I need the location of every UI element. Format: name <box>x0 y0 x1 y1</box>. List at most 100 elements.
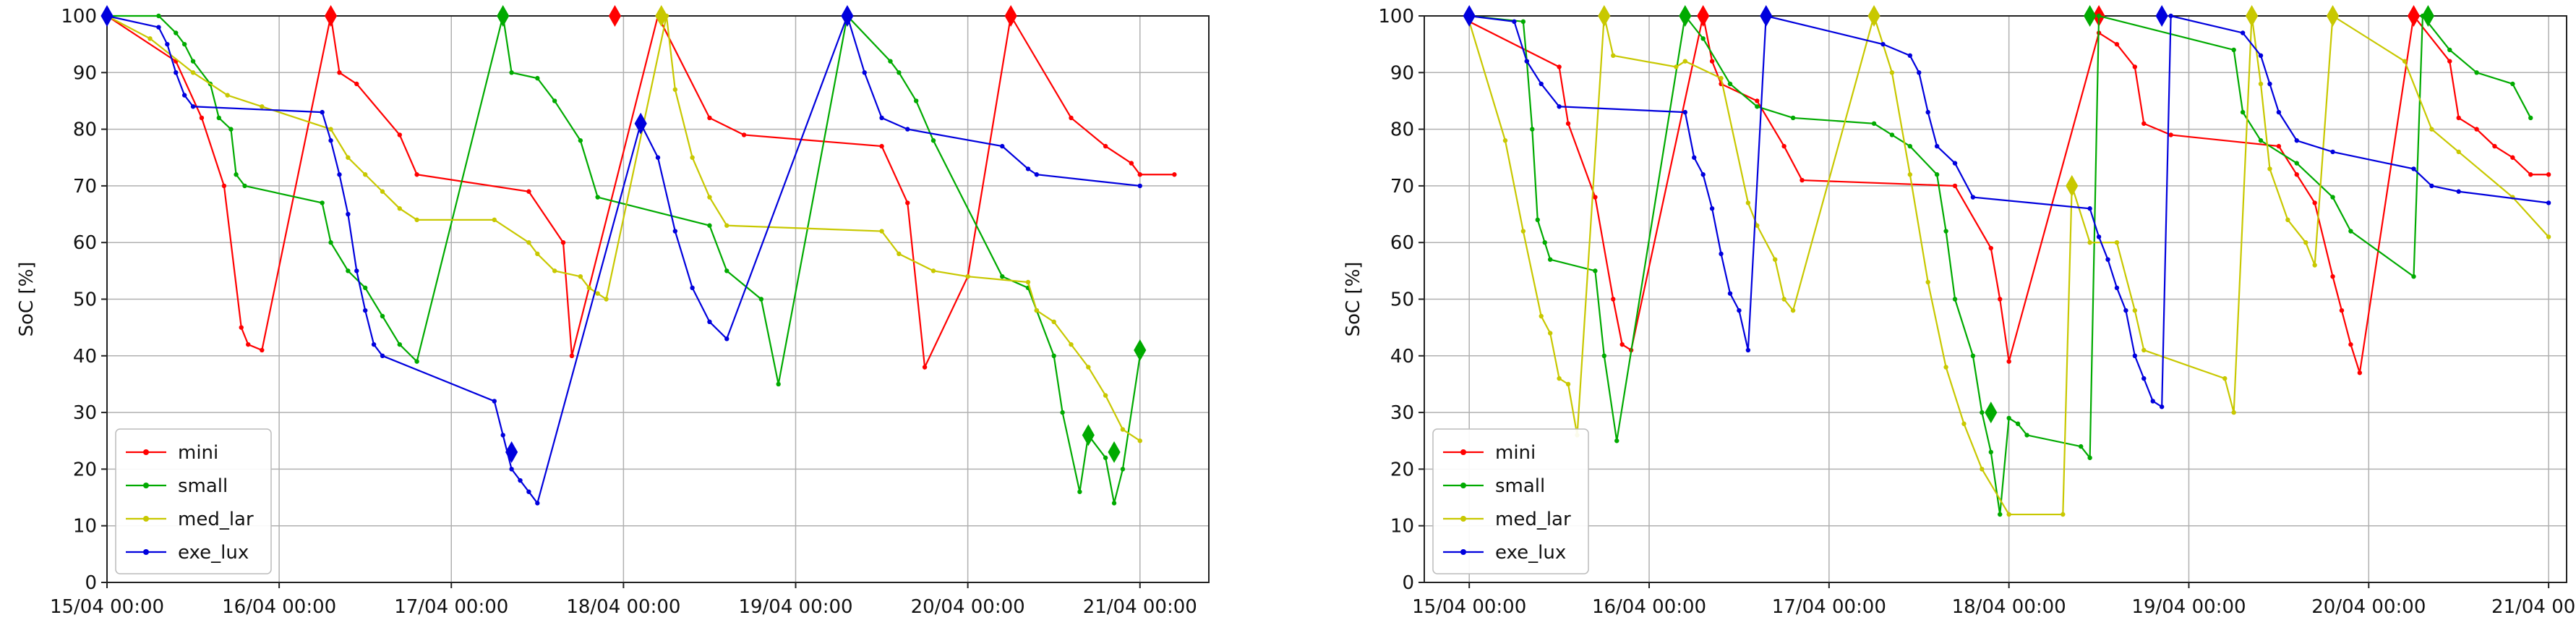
y-tick-label: 80 <box>73 119 97 141</box>
y-axis-label: SoC [%] <box>16 262 38 337</box>
charge-marker <box>634 112 647 135</box>
data-point <box>2411 166 2416 171</box>
data-point <box>965 273 970 279</box>
data-point <box>1692 155 1697 160</box>
data-point <box>1871 121 1877 126</box>
x-tick-label: 20/04 00:00 <box>911 596 1025 618</box>
data-point <box>1539 81 1544 87</box>
data-point <box>1614 438 1619 444</box>
y-tick-label: 70 <box>1390 176 1414 198</box>
data-point <box>181 41 187 47</box>
data-point <box>1547 331 1553 336</box>
data-point <box>707 223 712 228</box>
data-point <box>1547 257 1553 262</box>
y-tick-label: 10 <box>1390 516 1414 538</box>
data-point <box>535 251 540 257</box>
x-tick-label: 19/04 00:00 <box>2131 596 2246 618</box>
data-point <box>1034 172 1040 177</box>
data-point <box>1611 53 1616 59</box>
data-point <box>2240 109 2246 115</box>
data-point <box>1000 143 1005 149</box>
data-point <box>346 268 351 273</box>
data-point <box>260 347 265 353</box>
data-point <box>1674 64 1679 69</box>
data-point <box>380 353 385 358</box>
data-point <box>221 183 227 189</box>
data-point <box>2546 200 2551 205</box>
y-tick-label: 50 <box>1390 289 1414 311</box>
data-point <box>707 115 712 121</box>
data-point <box>2015 421 2021 426</box>
data-point <box>2312 200 2317 205</box>
charge-marker <box>1108 441 1121 463</box>
data-point <box>337 70 342 75</box>
charge-marker <box>1004 4 1017 27</box>
legend-swatch-dot <box>1460 483 1466 488</box>
data-point <box>2474 127 2479 132</box>
data-point <box>1512 19 1517 25</box>
data-point <box>500 433 505 438</box>
data-point <box>2294 138 2299 143</box>
data-point <box>1025 166 1031 171</box>
y-tick-label: 100 <box>1378 6 1414 27</box>
data-point <box>2357 370 2363 375</box>
x-tick-label: 15/04 00:00 <box>1412 596 1526 618</box>
charge-marker <box>1760 4 1773 27</box>
legend-label: exe_lux <box>1495 542 1566 564</box>
data-point <box>2006 359 2011 364</box>
data-point <box>2114 285 2120 291</box>
data-point <box>1565 381 1571 387</box>
data-point <box>1755 223 1760 228</box>
data-point <box>1988 449 1993 455</box>
legend-swatch-dot <box>1460 449 1466 455</box>
data-point <box>2276 143 2282 149</box>
charge-marker <box>1679 4 1692 27</box>
series-mini <box>104 4 1177 370</box>
data-point <box>1129 161 1134 166</box>
data-point <box>2456 149 2461 155</box>
data-point <box>879 229 884 234</box>
data-point <box>2078 444 2084 449</box>
data-point <box>1520 229 1526 234</box>
data-point <box>2348 341 2353 347</box>
data-point <box>2258 138 2264 143</box>
data-point <box>1524 59 1530 64</box>
data-point <box>2024 433 2029 438</box>
data-point <box>2492 143 2497 149</box>
data-point <box>2141 347 2147 353</box>
charge-marker <box>2421 4 2434 27</box>
data-point <box>1925 109 1930 115</box>
data-point <box>354 81 359 87</box>
data-point <box>1137 172 1142 177</box>
data-point <box>2240 30 2246 35</box>
y-tick-label: 40 <box>73 346 97 368</box>
data-point <box>2222 375 2228 381</box>
data-point <box>518 478 523 483</box>
legend-swatch-dot <box>1460 516 1466 522</box>
data-point <box>2285 217 2290 223</box>
data-point <box>535 501 540 506</box>
data-point <box>1943 229 1948 234</box>
data-point <box>492 217 497 223</box>
data-point <box>2339 307 2345 313</box>
x-tick-label: 18/04 00:00 <box>566 596 680 618</box>
data-point <box>1889 70 1895 75</box>
data-point <box>2132 307 2138 313</box>
data-point <box>2267 81 2272 87</box>
data-point <box>2528 172 2533 177</box>
data-point <box>724 268 729 273</box>
data-point <box>1970 195 1976 200</box>
legend-box <box>115 428 272 574</box>
series-med-lar <box>104 4 1142 444</box>
y-tick-label: 90 <box>73 62 97 84</box>
data-point <box>879 143 884 149</box>
data-point <box>2429 127 2434 132</box>
data-point <box>526 489 531 494</box>
data-point <box>2348 229 2353 234</box>
data-point <box>1980 410 1985 415</box>
data-point <box>2096 13 2102 19</box>
data-point <box>922 365 928 370</box>
series-small <box>1467 4 2533 517</box>
series-line <box>106 15 1141 442</box>
series-line <box>1469 13 2532 515</box>
